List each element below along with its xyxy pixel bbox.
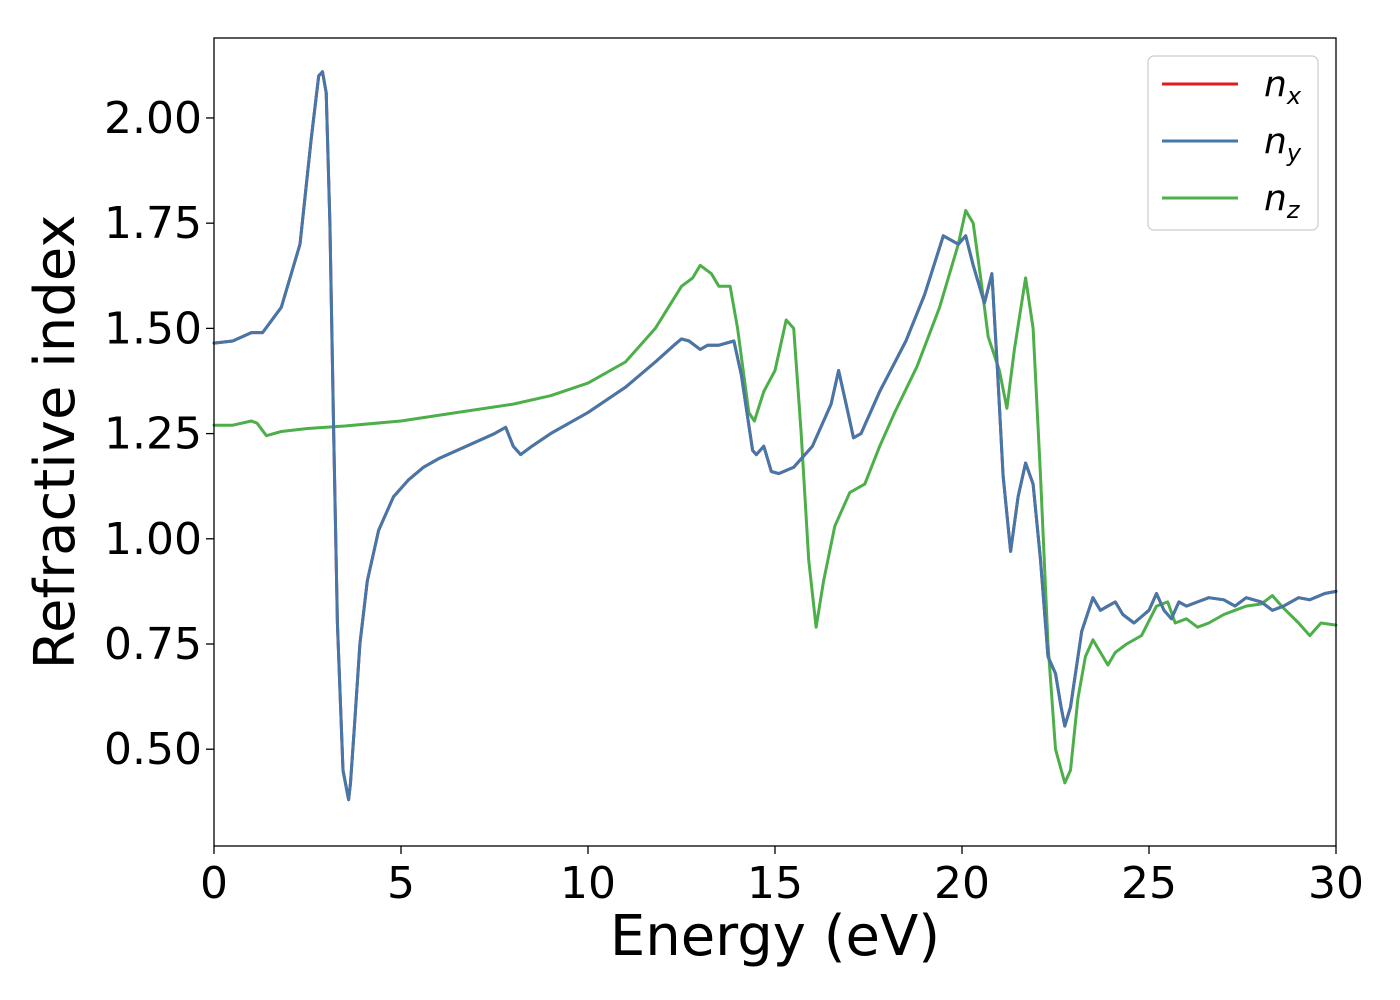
- y-tick-label: 2.00: [104, 93, 202, 144]
- x-tick-label: 15: [747, 858, 803, 909]
- x-axis-title: Energy (eV): [610, 904, 940, 969]
- y-axis-ticks: 0.50 0.75 1.00 1.25 1.50 1.75 2.00: [104, 93, 214, 775]
- x-axis-ticks: 0 5 10 15 20 25 30: [200, 846, 1364, 909]
- x-tick-label: 0: [200, 858, 228, 909]
- y-tick-label: 1.00: [104, 514, 202, 565]
- series-line-y: [212, 70, 1338, 802]
- series-line-z: [212, 209, 1338, 785]
- x-tick-label: 30: [1308, 858, 1364, 909]
- y-tick-label: 1.75: [104, 198, 202, 249]
- x-tick-label: 25: [1121, 858, 1177, 909]
- y-tick-label: 1.25: [104, 409, 202, 460]
- y-tick-label: 1.50: [104, 303, 202, 354]
- x-tick-label: 20: [934, 858, 990, 909]
- y-axis-title: Refractive index: [23, 215, 88, 670]
- y-tick-label: 0.75: [104, 619, 202, 670]
- x-tick-label: 10: [560, 858, 616, 909]
- x-tick-label: 5: [387, 858, 415, 909]
- legend-label-z: nz: [1264, 178, 1301, 224]
- series-layer: [212, 70, 1338, 802]
- legend-box: [1147, 55, 1319, 231]
- y-tick-label: 0.50: [104, 724, 202, 775]
